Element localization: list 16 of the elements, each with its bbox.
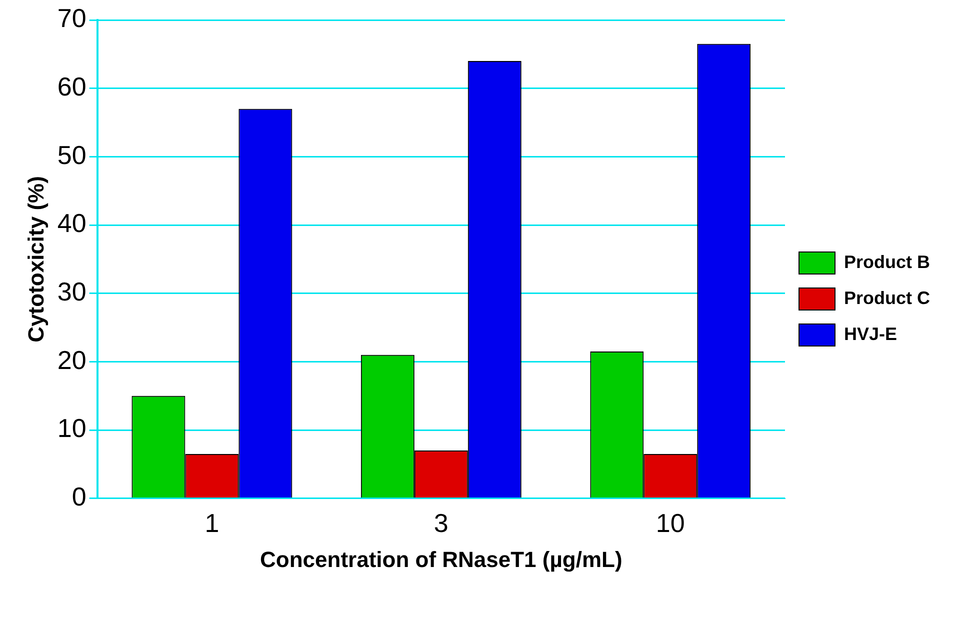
y-tick-label: 70 xyxy=(57,3,86,34)
x-tick-label: 1 xyxy=(204,508,220,538)
y-axis-title: Cytotoxicity (%) xyxy=(23,176,48,342)
legend-label: Product C xyxy=(844,288,930,308)
y-tick-label: 50 xyxy=(57,140,86,170)
legend-label: HVJ-E xyxy=(844,324,898,344)
y-tick-label: 0 xyxy=(72,482,86,512)
y-tick-label: 40 xyxy=(57,208,86,238)
x-tick-label: 3 xyxy=(434,508,448,538)
legend-label: Product B xyxy=(844,252,930,272)
y-tick-label: 60 xyxy=(57,72,86,102)
x-tick-label: 10 xyxy=(656,508,685,538)
x-axis-title: Concentration of RNaseT1 (µg/mL) xyxy=(260,546,622,572)
y-tick-label: 30 xyxy=(57,276,86,307)
y-tick-label: 20 xyxy=(57,344,86,375)
y-tick-label: 10 xyxy=(57,413,86,444)
